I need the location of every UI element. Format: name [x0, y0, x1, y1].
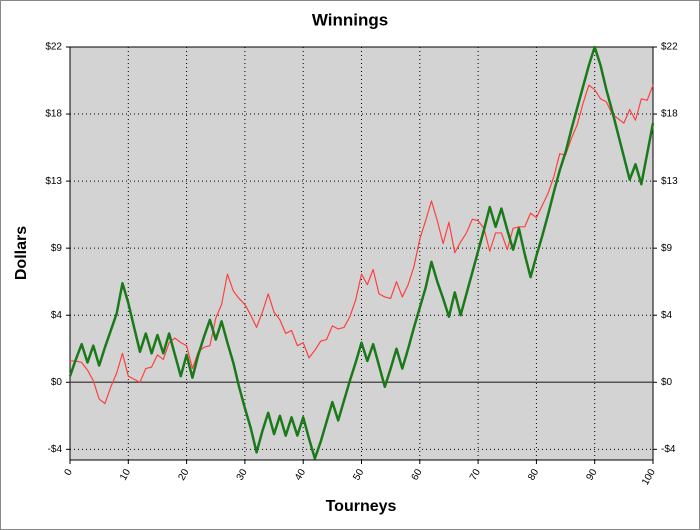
y2-tick-label: $4: [661, 310, 673, 321]
x-tick-label: 0: [63, 467, 76, 478]
y-tick-label: $13: [45, 176, 62, 187]
x-tick-label: 50: [351, 467, 366, 483]
x-tick-label: 30: [235, 467, 250, 483]
y-tick-label: -$4: [48, 444, 63, 455]
y-tick-label: $22: [45, 42, 62, 53]
x-tick-label: 60: [410, 467, 425, 483]
y2-tick-label: $13: [661, 176, 678, 187]
y2-tick-label: $9: [661, 243, 673, 254]
y-tick-label: $0: [51, 377, 63, 388]
y-tick-label: $9: [51, 243, 63, 254]
y-tick-label: $18: [45, 109, 62, 120]
y2-tick-label: $22: [661, 42, 678, 53]
chart-title: Winnings: [312, 10, 388, 29]
x-tick-label: 10: [118, 467, 133, 483]
x-tick-label: 20: [176, 467, 191, 483]
y2-tick-label: $18: [661, 109, 678, 120]
x-tick-label: 90: [584, 467, 599, 483]
x-axis-title: Tourneys: [326, 498, 397, 515]
series-line: [70, 84, 654, 405]
y2-tick-label: -$4: [661, 444, 676, 455]
series-line: [68, 45, 655, 460]
x-tick-label: 40: [293, 467, 308, 483]
y2-tick-label: $0: [661, 377, 673, 388]
plot-area: [69, 46, 654, 461]
x-tick-label: 70: [468, 467, 483, 483]
x-tick-label: 80: [526, 467, 541, 483]
y-axis-title: Dollars: [13, 226, 30, 280]
y-tick-label: $4: [51, 310, 63, 321]
